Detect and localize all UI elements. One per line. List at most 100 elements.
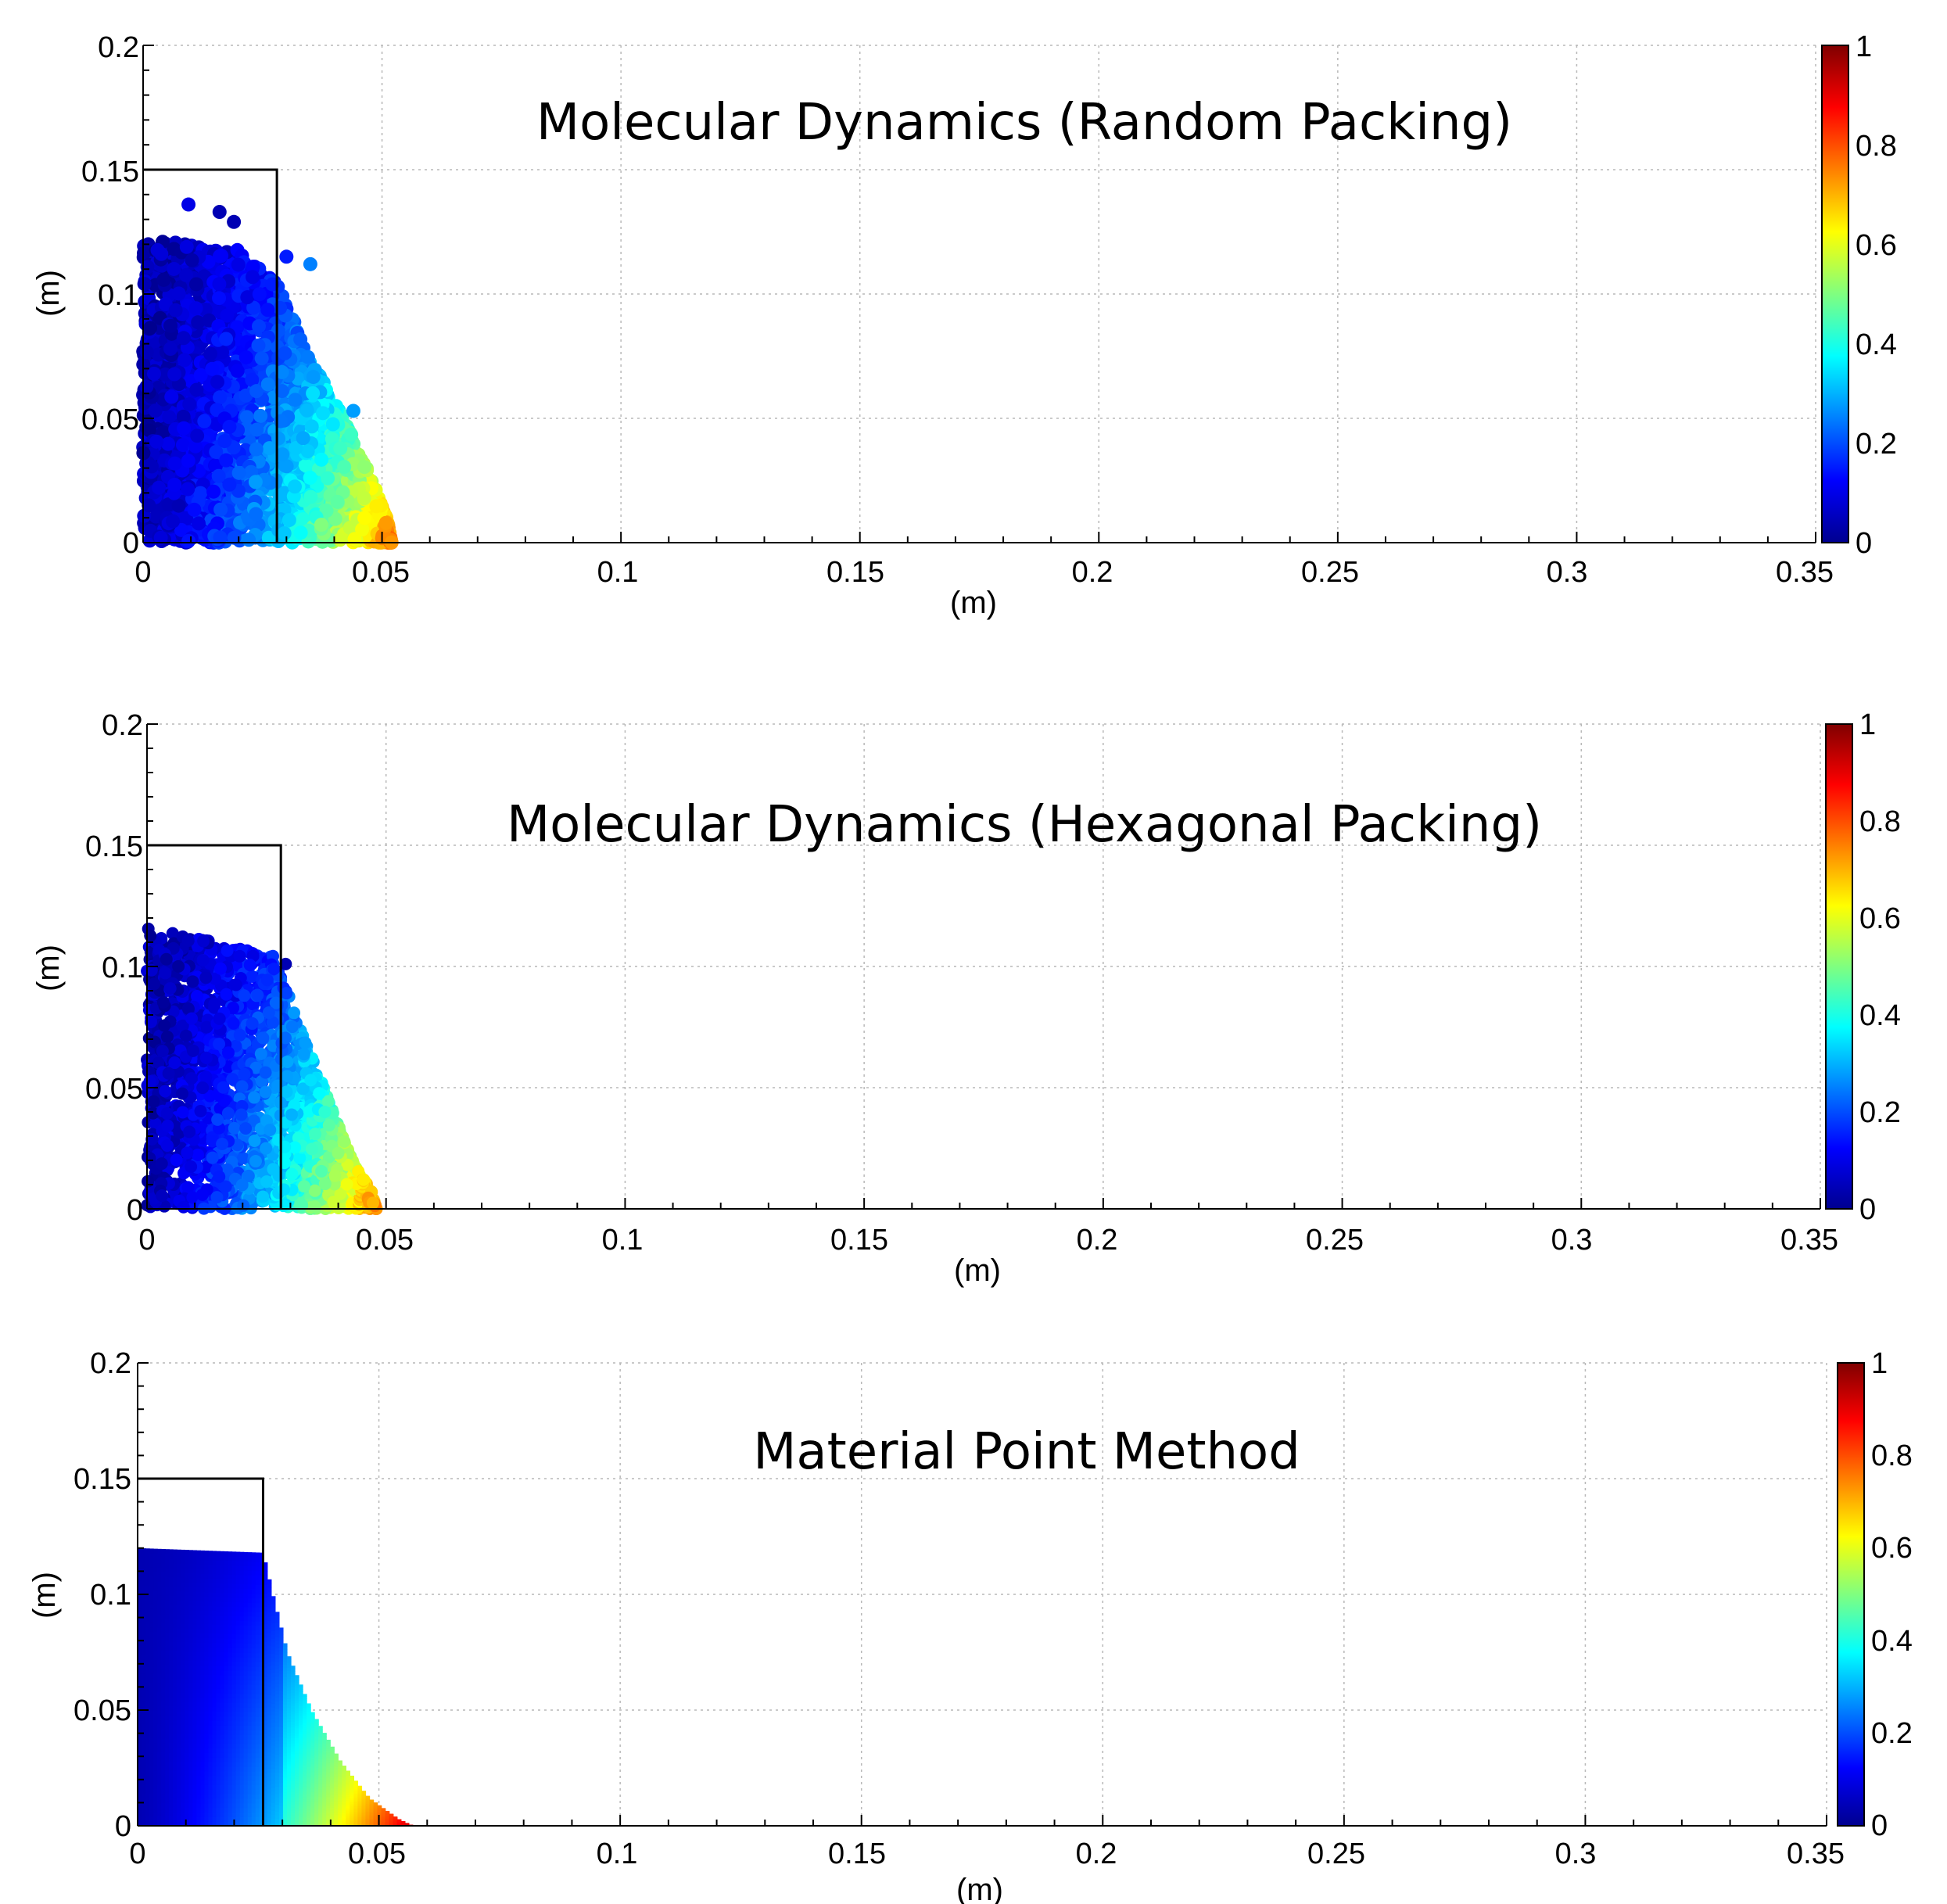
colorbar — [1825, 723, 1853, 1210]
particle-point — [212, 277, 227, 292]
particle-point — [215, 345, 230, 360]
particle-point — [163, 318, 178, 333]
particle-point — [139, 345, 154, 360]
particle-point — [337, 460, 352, 475]
particle-point — [143, 321, 158, 335]
particle-point — [253, 408, 268, 423]
particle-point — [144, 459, 159, 474]
particle-point — [308, 1200, 321, 1214]
particle-point — [260, 303, 275, 317]
particle-point — [252, 287, 267, 302]
particle-point — [239, 1122, 253, 1135]
particle-point — [159, 966, 172, 980]
particle-point — [309, 1128, 322, 1141]
particle-point — [168, 1056, 181, 1070]
particle-point — [281, 513, 296, 528]
particle-point — [160, 1030, 174, 1043]
particle-point — [233, 1028, 246, 1042]
particle-point — [249, 422, 264, 437]
particle-point — [166, 514, 181, 529]
particle-point — [300, 444, 315, 459]
particle-point — [137, 246, 152, 260]
particle-point — [303, 470, 317, 485]
particle-point — [199, 971, 213, 984]
particle-point — [142, 1174, 155, 1188]
particle-point — [206, 1151, 219, 1164]
particle-point — [254, 1047, 267, 1060]
particle-point — [213, 249, 228, 264]
particle-point — [261, 530, 276, 545]
particle-point — [167, 367, 182, 382]
particle-point — [208, 998, 221, 1011]
particle-point — [238, 388, 253, 403]
particle-point — [156, 1045, 169, 1058]
particle-point — [221, 1106, 235, 1120]
particle-point — [193, 486, 208, 500]
particle-point — [176, 1087, 189, 1100]
particle-point — [288, 1006, 301, 1020]
particle-point — [222, 477, 237, 492]
particle-point — [189, 382, 204, 397]
particle-point — [248, 1134, 261, 1147]
particle-point — [191, 516, 206, 531]
particle-point — [322, 1119, 335, 1132]
particle-point — [369, 499, 384, 514]
particle-point — [190, 428, 205, 443]
particle-point — [170, 1153, 183, 1167]
particle-point — [176, 1106, 189, 1119]
particle-point — [316, 406, 331, 421]
colorbar-gradient — [1821, 45, 1849, 543]
particle-point — [357, 460, 372, 475]
particle-point — [277, 526, 292, 541]
particle-point — [288, 393, 303, 407]
particle-point — [181, 454, 195, 468]
particle-point — [210, 375, 224, 389]
particle-point — [227, 1017, 240, 1030]
particle-point — [347, 532, 362, 547]
particle-point — [325, 417, 340, 432]
particle-point — [288, 479, 303, 494]
particle-point — [164, 389, 179, 404]
particle-point — [162, 410, 177, 425]
particle-point — [167, 261, 181, 276]
particle-point — [249, 1155, 263, 1168]
particle-point — [197, 934, 210, 948]
particle-point — [231, 257, 246, 272]
particle-point — [158, 1019, 171, 1032]
particle-point — [296, 431, 310, 446]
particle-point — [156, 272, 171, 287]
particle-point — [303, 256, 317, 271]
particle-point — [182, 397, 197, 412]
particle-point — [246, 1017, 259, 1030]
particle-point — [167, 477, 182, 492]
particle-point — [314, 518, 328, 532]
particle-point — [303, 489, 318, 504]
particle-point — [211, 1113, 224, 1126]
particle-point — [306, 385, 321, 400]
particle-point — [212, 291, 227, 306]
particle-point — [154, 246, 169, 261]
particle-point — [330, 494, 345, 509]
particle-point — [203, 346, 218, 361]
particle-point — [300, 350, 315, 364]
particle-point — [155, 1157, 168, 1171]
particle-point — [256, 1190, 270, 1203]
panel-random-packing — [1821, 45, 1849, 543]
particle-point — [304, 419, 319, 434]
particle-point — [259, 1066, 272, 1079]
particle-point — [171, 498, 186, 513]
particle-point — [333, 532, 348, 547]
particle-point — [297, 1048, 310, 1061]
particle-point — [177, 353, 192, 368]
particle-point — [213, 502, 228, 517]
panel-material-point-method — [1837, 1362, 1865, 1827]
particle-point — [256, 1031, 270, 1045]
particle-point — [176, 331, 191, 346]
colorbar-gradient — [1825, 723, 1853, 1210]
particle-point — [197, 414, 212, 428]
particle-point — [179, 1029, 192, 1042]
plot-area — [136, 45, 1816, 550]
particle-point — [206, 484, 221, 499]
particle-point — [293, 332, 308, 347]
